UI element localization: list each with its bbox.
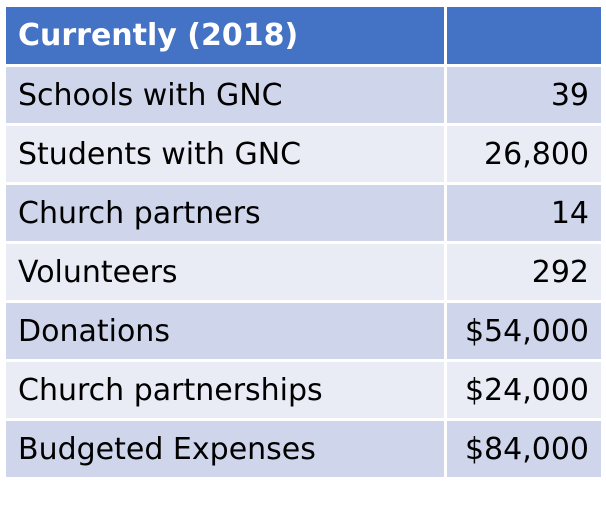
- table-row: Donations $54,000: [3, 300, 604, 362]
- table-row: Students with GNC 26,800: [3, 123, 604, 185]
- row-label: Schools with GNC: [3, 64, 447, 126]
- header-label-cell: Currently (2018): [3, 4, 447, 67]
- row-value: $24,000: [444, 359, 604, 421]
- row-value: $84,000: [444, 418, 604, 480]
- row-label: Budgeted Expenses: [3, 418, 447, 480]
- table-header-row: Currently (2018): [3, 4, 604, 67]
- table-row: Volunteers 292: [3, 241, 604, 303]
- row-value: 26,800: [444, 123, 604, 185]
- stats-table: Currently (2018) Schools with GNC 39 Stu…: [3, 4, 604, 480]
- row-value: $54,000: [444, 300, 604, 362]
- table-row: Schools with GNC 39: [3, 64, 604, 126]
- row-value: 14: [444, 182, 604, 244]
- row-label: Church partners: [3, 182, 447, 244]
- header-value-cell: [444, 4, 604, 67]
- row-label: Volunteers: [3, 241, 447, 303]
- row-label: Church partnerships: [3, 359, 447, 421]
- row-label: Donations: [3, 300, 447, 362]
- row-value: 292: [444, 241, 604, 303]
- table-row: Church partnerships $24,000: [3, 359, 604, 421]
- row-label: Students with GNC: [3, 123, 447, 185]
- table-row: Church partners 14: [3, 182, 604, 244]
- row-value: 39: [444, 64, 604, 126]
- table-row: Budgeted Expenses $84,000: [3, 418, 604, 480]
